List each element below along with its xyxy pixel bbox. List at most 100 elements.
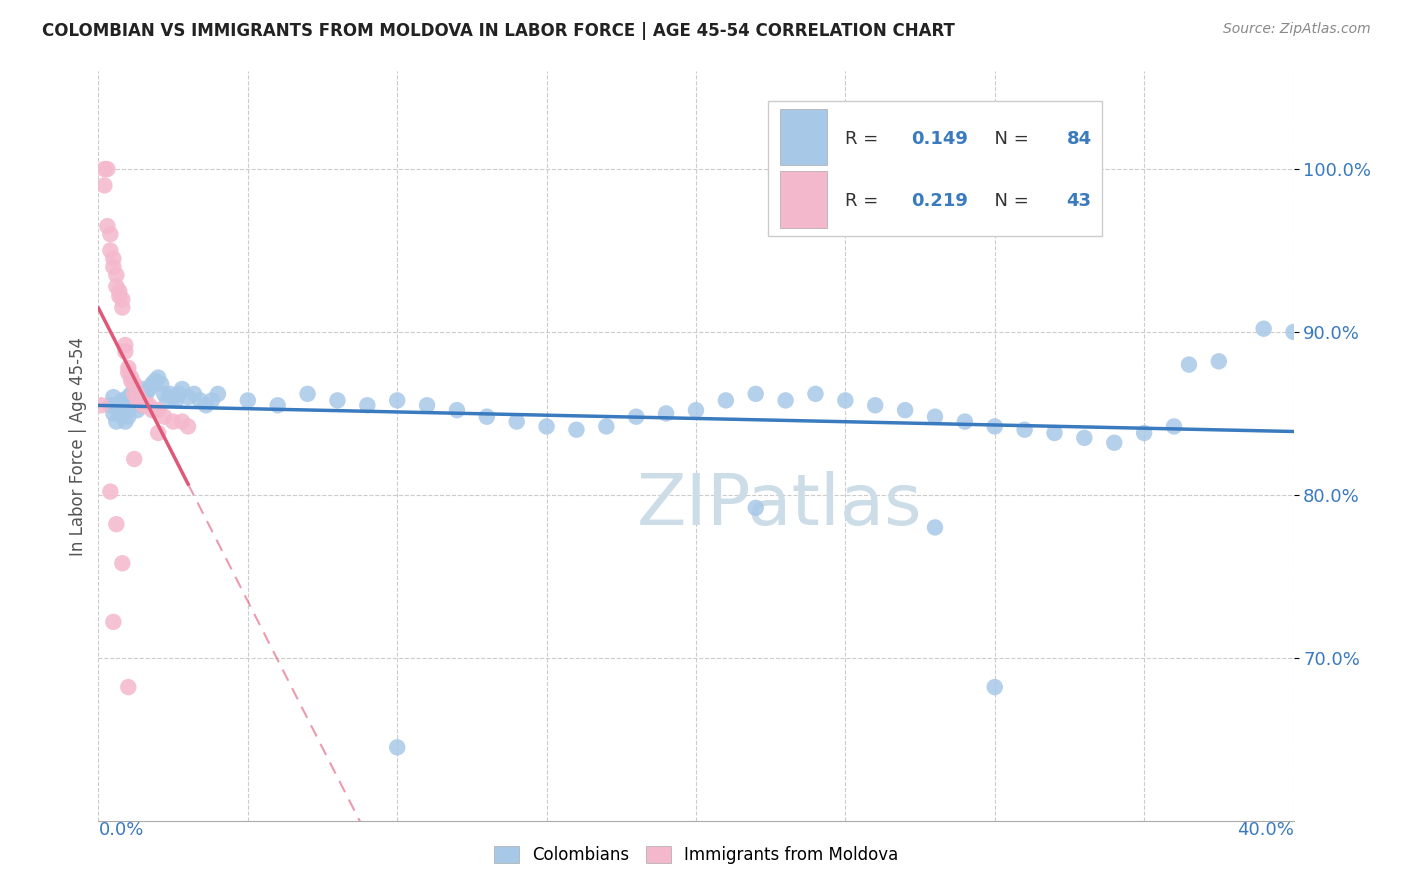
Text: N =: N = [983,130,1035,148]
Point [127,387,149,401]
Text: R =: R = [845,193,884,211]
Legend: Colombians, Immigrants from Moldova: Colombians, Immigrants from Moldova [485,838,907,872]
Point [159,387,181,401]
Point [924,520,946,534]
Point [207,387,229,401]
Point [111,406,134,420]
FancyBboxPatch shape [780,110,828,166]
Point [98,244,122,258]
Point [236,393,259,408]
Point [111,393,134,408]
Text: 0.149: 0.149 [911,130,967,148]
Point [1043,425,1066,440]
Point [124,377,146,392]
Point [506,415,529,429]
Point [96,162,118,177]
Point [188,393,211,408]
FancyBboxPatch shape [768,102,1102,236]
Point [953,415,976,429]
Point [103,615,125,629]
Point [129,387,152,401]
Point [183,387,205,401]
Point [1104,435,1126,450]
Text: R =: R = [845,130,884,148]
Point [105,279,128,293]
Point [120,374,142,388]
Point [153,387,176,401]
Point [162,390,184,404]
Point [416,398,439,412]
Point [172,382,194,396]
Point [124,387,146,401]
Point [117,680,139,694]
Point [105,415,128,429]
Point [1163,419,1185,434]
Point [745,500,768,515]
Point [129,398,152,412]
Text: COLOMBIAN VS IMMIGRANTS FROM MOLDOVA IN LABOR FORCE | AGE 45-54 CORRELATION CHAR: COLOMBIAN VS IMMIGRANTS FROM MOLDOVA IN … [42,22,955,40]
Text: 43: 43 [1067,193,1091,211]
Point [150,377,173,392]
Point [117,398,139,412]
Point [924,409,946,424]
Point [446,403,468,417]
Text: 40.0%: 40.0% [1237,821,1294,838]
Point [536,419,558,434]
Point [195,398,218,412]
Point [745,387,768,401]
Point [565,423,588,437]
Point [834,393,856,408]
Point [114,398,136,412]
Point [127,403,149,417]
Point [108,398,131,412]
Text: 0.0%: 0.0% [98,821,143,838]
Point [148,370,170,384]
Point [1133,425,1156,440]
Point [103,252,125,266]
Point [120,398,142,412]
Point [108,406,131,420]
Point [865,398,887,412]
Point [98,398,122,412]
Point [1253,322,1275,336]
Y-axis label: In Labor Force | Age 45-54: In Labor Force | Age 45-54 [69,336,87,556]
Point [201,393,224,408]
Point [105,517,128,532]
Text: Source: ZipAtlas.com: Source: ZipAtlas.com [1223,22,1371,37]
Point [111,293,134,307]
Point [385,393,409,408]
Point [1178,358,1201,372]
Point [297,387,319,401]
Point [114,344,136,359]
Point [714,393,737,408]
Point [114,415,136,429]
Point [108,289,131,303]
Point [177,419,200,434]
Point [326,393,349,408]
Point [117,366,139,380]
Point [655,406,678,420]
Point [93,178,115,193]
Point [132,393,155,408]
Point [984,419,1007,434]
Point [172,415,194,429]
Point [138,382,160,396]
Point [105,398,128,412]
Point [103,260,125,274]
Point [98,227,122,242]
FancyBboxPatch shape [780,171,828,227]
Point [894,403,917,417]
Point [105,268,128,282]
Point [156,393,179,408]
Point [124,382,146,396]
Point [90,398,112,412]
Point [127,393,149,408]
Point [148,425,170,440]
Point [595,419,617,434]
Point [385,740,409,755]
Text: 84: 84 [1067,130,1091,148]
Point [685,403,707,417]
Point [356,398,378,412]
Point [162,415,184,429]
Text: ZIPatlas: ZIPatlas [637,472,922,541]
